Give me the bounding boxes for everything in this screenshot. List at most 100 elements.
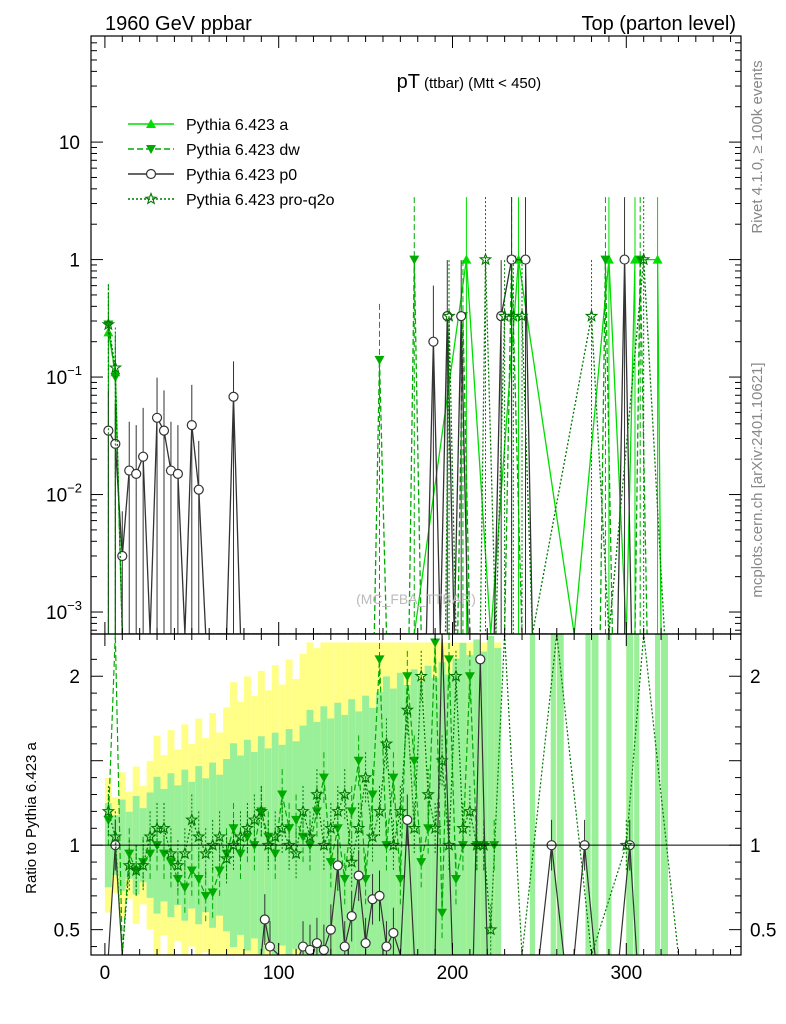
uncertainty-bands [104,634,669,955]
series-line [107,258,662,634]
series-pythia-6-423-dw [103,197,648,634]
data-point [442,308,456,322]
ratio-point [346,807,357,817]
ratio-point [254,804,269,818]
ratio-point [277,790,288,800]
legend-label: Pythia 6.423 a [186,117,288,134]
ratio-point [179,883,190,893]
ratio-point [200,891,211,901]
ratio-tick-label-left: 2 [69,667,80,688]
data-point [428,336,439,347]
ratio-point [386,838,401,851]
data-point [228,391,239,402]
ratio-point [186,866,197,876]
ratio-point [346,911,357,922]
ratio-point [205,838,220,851]
data-point [172,468,183,479]
mcplots-label: mcplots.cern.ch [arXiv:2401.10621] [749,362,766,597]
ratio-point [353,756,364,766]
legend-label: Pythia 6.423 dw [186,142,300,159]
data-point [186,420,197,431]
legend-label: Pythia 6.423 p0 [186,167,297,184]
ratio-point [270,849,281,859]
legend-entry: Pythia 6.423 dw [128,142,300,159]
green-band-bin [626,634,634,955]
ratio-point [388,773,399,783]
ratio-pythia-6-423-p0 [107,634,638,955]
ratio-point [101,804,116,818]
ratio-point [339,941,350,952]
ratio-point [402,672,413,682]
ratio-point [372,804,387,818]
ratio-point [138,858,149,868]
ratio-point [233,829,248,843]
green-band-bin [487,635,495,955]
y-tick-label: 10 [59,133,80,154]
green-band-bin [452,658,460,955]
ratio-point [198,846,213,860]
chart-title-sub: (ttbar) (Mtt < 450) [424,75,541,92]
data-point [461,254,472,264]
ratio-point [409,756,420,766]
ratio-point [388,927,399,939]
ratio-point [264,941,276,952]
ratio-point [351,821,366,834]
ratio-point [318,773,329,783]
ratio-point [463,804,477,818]
data-point [193,484,204,495]
data-point [409,255,420,265]
ratio-point [282,838,296,851]
ratio-point [212,829,227,843]
ratio-point [275,821,289,834]
series-pythia-6-423-pro-q2o [101,197,731,634]
legend-marker [146,145,156,154]
ratio-tick-label-right: 0.5 [750,921,776,942]
ratio-point [337,787,352,801]
ratio-point [435,753,449,767]
green-band-bin [313,722,321,955]
ratio-point [416,858,427,868]
ratio-point [145,849,156,859]
data-point [158,425,170,436]
header-right: Top (parton level) [581,13,736,35]
green-band-bin [362,695,370,955]
green-band-bin [417,681,425,955]
ratio-point [358,770,373,784]
ratio-point [178,846,192,860]
ratio-point [325,924,336,935]
ratio-point [450,874,461,884]
ratio-ylabel: Ratio to Pythia 6.423 a [23,741,40,893]
ratio-point [484,922,498,936]
ratio-point [259,914,270,925]
ratio-point [143,829,157,843]
ratio-point [379,736,394,750]
legend-entry: Pythia 6.423 a [128,117,288,134]
y-tick-label: 1 [69,251,80,272]
ratio-point [395,874,406,884]
data-point [506,254,517,265]
ratio-point [402,814,413,825]
ratio-point [289,846,303,860]
ratio-point [296,804,310,818]
data-point [636,252,651,266]
ratio-point [185,812,199,826]
green-band-bin [382,676,390,955]
series-pythia-6-423-p0 [103,197,633,634]
ratio-point [122,858,137,872]
x-tick-label: 0 [100,963,111,984]
ratio-point [219,851,234,865]
data-point [117,550,128,562]
ratio-tick-label-right: 2 [750,667,761,688]
legend-entry: Pythia 6.423 pro-q2o [128,191,335,209]
data-point [520,254,531,265]
ratio-point [442,838,456,851]
ratio-point [124,849,135,859]
green-band-bin [634,634,640,955]
data-point [584,308,599,322]
ratio-point [311,938,323,949]
data-point [652,254,663,264]
ratio-point [449,669,463,682]
ratio-point [619,838,633,851]
green-band-bin [585,634,591,955]
